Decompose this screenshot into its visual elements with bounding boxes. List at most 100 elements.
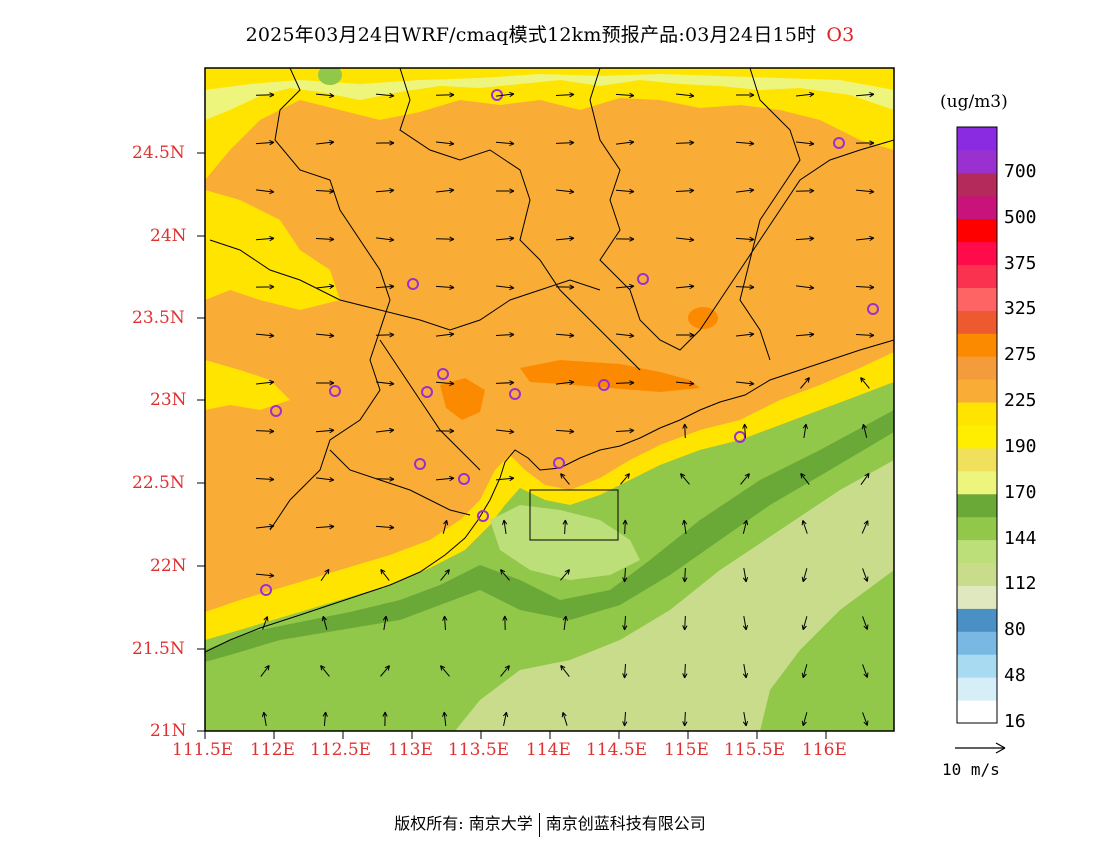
footer-separator xyxy=(538,812,540,837)
station-marker xyxy=(509,388,521,400)
y-tick-label: 24.5N xyxy=(132,143,185,163)
y-tick-label: 23N xyxy=(150,390,187,410)
legend-label: 80 xyxy=(1004,619,1026,641)
wind-arrow xyxy=(376,236,395,243)
wind-arrow xyxy=(801,520,808,534)
field-190-west xyxy=(205,190,340,310)
wind-arrow xyxy=(375,524,395,530)
wind-arrow xyxy=(315,188,335,194)
wind-arrow xyxy=(560,665,570,677)
map-title: 2025年03月24日WRF/cmaq模式12km预报产品:03月24日15时 O… xyxy=(0,20,1100,47)
wind-arrow xyxy=(735,92,755,98)
legend-label: 275 xyxy=(1004,344,1037,366)
wind-arrow xyxy=(255,284,275,290)
y-tick-label: 22N xyxy=(150,556,187,576)
wind-arrow xyxy=(562,615,568,631)
wind-arrow xyxy=(795,91,815,98)
y-tick-label: 24N xyxy=(150,226,187,246)
wind-arrow xyxy=(435,92,455,98)
wind-arrow xyxy=(620,473,630,485)
wind-arrow xyxy=(675,188,695,194)
boundary-south xyxy=(329,449,471,516)
wind-arrow xyxy=(315,524,335,530)
wind-arrow xyxy=(855,188,875,195)
legend-label: 16 xyxy=(1004,711,1026,732)
wind-arrow xyxy=(555,332,575,338)
field-275-west xyxy=(440,378,485,420)
wind-arrow xyxy=(622,663,628,679)
legend-label: 170 xyxy=(1004,481,1037,503)
wind-arrow xyxy=(680,473,690,485)
wind-arrow xyxy=(256,188,275,195)
wind-arrow xyxy=(622,567,628,583)
wind-arrow xyxy=(375,187,395,194)
station-marker xyxy=(437,368,449,380)
legend-swatch xyxy=(957,241,997,266)
axis-ticks xyxy=(197,152,827,739)
wind-arrow xyxy=(496,428,515,435)
legend-swatch xyxy=(957,447,997,472)
x-tick-label: 114.5E xyxy=(586,740,648,760)
legend-unit: (ug/m3) xyxy=(940,92,1008,112)
wind-arrow xyxy=(436,331,455,338)
legend-swatch xyxy=(957,218,997,243)
x-tick-label: 115.5E xyxy=(724,740,786,760)
wind-arrow xyxy=(555,92,575,98)
green-patch-north xyxy=(318,68,342,85)
wind-arrow xyxy=(800,377,810,389)
boundary-west xyxy=(269,68,391,531)
legend-swatch xyxy=(957,310,997,334)
station-marker xyxy=(260,584,272,596)
field-150-sea-band xyxy=(205,410,894,662)
station-marker xyxy=(414,458,426,470)
station-marker xyxy=(270,405,282,417)
station-marker xyxy=(867,303,879,315)
wind-arrow xyxy=(255,140,275,146)
wind-arrow xyxy=(435,284,455,290)
coastline xyxy=(205,339,894,653)
x-tick-label: 113.5E xyxy=(448,740,510,760)
wind-arrow xyxy=(556,188,575,195)
field-112-sea xyxy=(455,460,894,731)
wind-arrow xyxy=(255,428,275,434)
wind-arrow xyxy=(801,616,808,631)
field-144-southeast xyxy=(760,570,894,731)
wind-arrow xyxy=(495,235,515,242)
wind-arrow xyxy=(682,615,688,631)
title-species: O3 xyxy=(826,24,855,46)
wind-arrow xyxy=(560,569,570,581)
station-marker xyxy=(553,457,565,469)
wind-arrow xyxy=(556,379,575,386)
wind-arrow xyxy=(500,665,510,677)
station-marker xyxy=(598,379,610,391)
wind-arrow xyxy=(861,520,869,534)
legend-swatch xyxy=(957,333,997,357)
legend-colorbar xyxy=(957,127,997,724)
wind-arrow xyxy=(802,423,809,438)
legend-swatch xyxy=(957,562,997,586)
wind-arrow xyxy=(320,568,330,582)
wind-arrow xyxy=(742,519,749,534)
wind-arrow xyxy=(795,236,815,242)
wind-arrow xyxy=(502,615,508,631)
wind-arrow xyxy=(742,712,749,727)
legend-swatch xyxy=(957,149,997,174)
wind-arrow xyxy=(442,615,448,631)
wind-arrow xyxy=(495,188,515,194)
wind-arrow xyxy=(315,427,335,434)
field-112-southeast xyxy=(680,530,894,731)
wind-arrow xyxy=(315,236,335,242)
wind-arrow xyxy=(855,332,875,338)
wind-vectors xyxy=(255,91,875,727)
boundary-mid xyxy=(209,239,601,331)
station-marker xyxy=(637,273,649,285)
station-marker xyxy=(458,473,470,485)
legend-label: 500 xyxy=(1004,206,1037,228)
wind-arrow xyxy=(435,428,455,434)
boundary-east2 xyxy=(739,68,801,361)
wind-arrow xyxy=(496,284,515,291)
wind-arrow xyxy=(322,711,328,727)
wind-arrow xyxy=(615,188,635,194)
wind-arrow xyxy=(855,284,875,290)
wind-arrow xyxy=(742,616,749,631)
